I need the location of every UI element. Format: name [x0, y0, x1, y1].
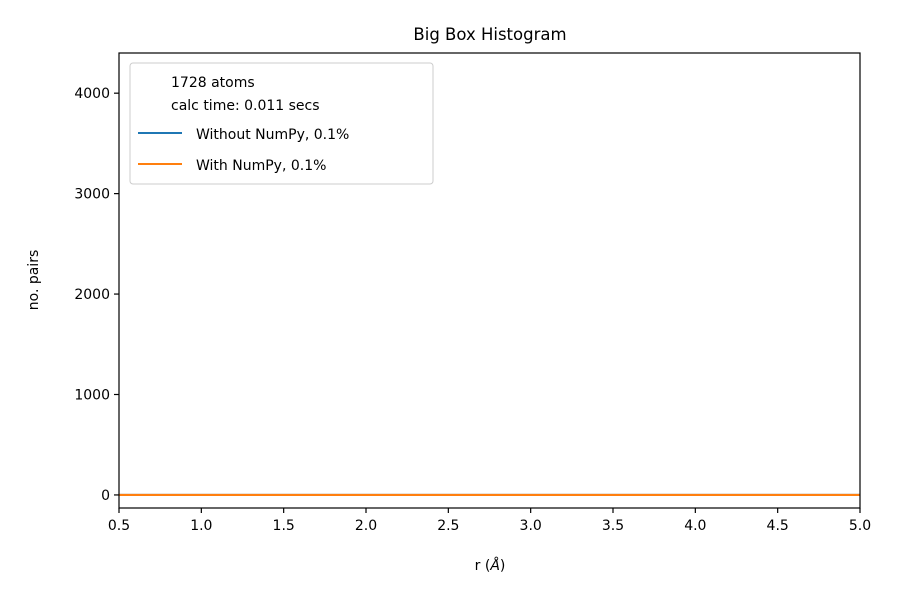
y-tick-label: 2000: [74, 287, 110, 303]
x-tick-label: 2.0: [355, 518, 377, 534]
y-tick-label: 3000: [74, 187, 110, 203]
x-tick-label: 4.0: [684, 518, 706, 534]
legend-box: [129, 62, 434, 185]
legend: 1728 atoms calc time: 0.011 secs Without…: [129, 62, 434, 185]
x-tick-label: 5.0: [849, 518, 871, 534]
x-tick-label: 3.0: [520, 518, 542, 534]
x-tick-label: 4.5: [767, 518, 789, 534]
y-axis: 0 1000 2000 3000 4000: [74, 86, 119, 504]
y-tick-label: 0: [101, 488, 110, 504]
legend-calc-time-text: calc time: 0.011 secs: [171, 98, 320, 114]
y-tick-label: 4000: [74, 86, 110, 102]
x-tick-label: 1.0: [190, 518, 212, 534]
x-axis-label: r (Å): [475, 557, 506, 574]
x-tick-label: 2.5: [437, 518, 459, 534]
chart-title: Big Box Histogram: [413, 25, 566, 44]
x-tick-label: 3.5: [602, 518, 624, 534]
y-axis-label: no. pairs: [26, 250, 42, 311]
x-tick-label: 0.5: [108, 518, 130, 534]
x-tick-label: 1.5: [273, 518, 295, 534]
y-tick-label: 1000: [74, 388, 110, 404]
legend-label-without-numpy: Without NumPy, 0.1%: [196, 127, 349, 143]
legend-atoms-text: 1728 atoms: [171, 75, 255, 91]
legend-label-with-numpy: With NumPy, 0.1%: [196, 158, 326, 174]
x-axis: 0.5 1.0 1.5 2.0 2.5 3.0 3.5 4.0 4.5 5.0: [108, 508, 871, 534]
axes-frame: [118, 52, 861, 509]
